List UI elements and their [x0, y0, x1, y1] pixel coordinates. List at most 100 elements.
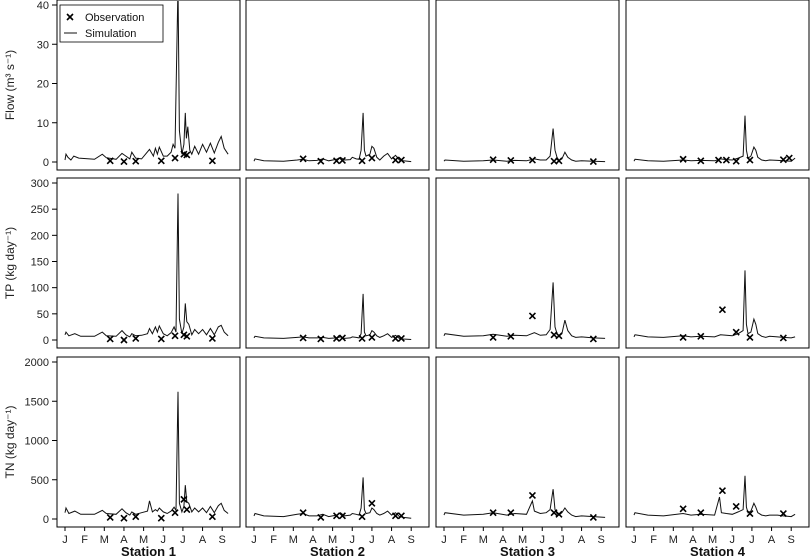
simulation-line-flow-1 — [64, 1, 229, 161]
observation-marker-flow-2-7 — [397, 156, 405, 164]
observation-marker-tn-2-3 — [338, 512, 346, 520]
panel-flow-2 — [253, 112, 412, 165]
y-axis-title-tn: TN (kg day⁻¹) — [3, 405, 17, 478]
x-tick-label-4-1: F — [650, 534, 657, 546]
x-tick-label-4-3: A — [689, 534, 697, 546]
observation-marker-tn-3-5 — [589, 513, 597, 521]
observation-marker-tp-2-1 — [317, 335, 325, 343]
y-tick-label-tn-0: 0 — [43, 514, 49, 526]
x-tick-label-1-2: M — [100, 534, 109, 546]
observation-marker-tn-2-1 — [317, 513, 325, 521]
x-tick-label-2-1: F — [270, 534, 277, 546]
observation-marker-flow-1-3 — [157, 157, 165, 165]
observation-marker-flow-4-5 — [746, 156, 754, 164]
observation-marker-tp-2-6 — [391, 334, 400, 342]
x-tick-label-3-8: S — [598, 534, 605, 546]
observation-marker-tp-4-5 — [779, 334, 787, 342]
panel-flow-4 — [633, 115, 796, 165]
y-tick-label-flow-0: 0 — [43, 157, 49, 169]
y-tick-label-tp-1: 50 — [37, 309, 49, 321]
x-tick-label-4-7: A — [768, 534, 776, 546]
simulation-line-flow-4 — [633, 115, 796, 162]
observation-marker-flow-2-6 — [391, 156, 400, 164]
simulation-line-tp-2 — [253, 293, 412, 340]
observation-marker-flow-4-1 — [697, 157, 705, 165]
panel-frame-flow-2 — [245, 0, 430, 171]
observation-marker-tn-4-4 — [746, 509, 754, 518]
x-tick-label-4-6: J — [749, 534, 755, 546]
observation-marker-flow-4-0 — [679, 155, 687, 163]
x-tick-label-1-4: M — [139, 534, 148, 546]
x-tick-label-2-3: A — [309, 534, 317, 546]
legend-box — [59, 4, 164, 43]
panel-frame-tn-1 — [56, 356, 241, 528]
observation-marker-tp-3-4 — [555, 332, 563, 340]
y-axis-title-tp: TP (kg day⁻¹) — [3, 227, 17, 299]
observation-marker-tn-4-1 — [697, 509, 705, 517]
y-tick-label-tn-3: 1500 — [25, 396, 49, 408]
y-axis-title-flow: Flow (m³ s⁻¹) — [3, 50, 17, 120]
observation-marker-flow-4-4 — [732, 157, 740, 165]
y-tick-label-tn-4: 2000 — [25, 357, 49, 369]
observation-marker-tp-3-0 — [489, 333, 497, 341]
observation-marker-tp-4-4 — [746, 333, 754, 341]
x-tick-label-3-4: M — [518, 534, 527, 546]
observation-marker-tp-1-6 — [183, 332, 191, 340]
observation-marker-flow-4-6 — [779, 156, 787, 164]
observation-marker-tn-3-3 — [550, 509, 558, 517]
panel-tp-2 — [253, 293, 412, 343]
observation-marker-tn-1-5 — [180, 495, 188, 503]
y-tick-label-tp-6: 300 — [31, 178, 49, 190]
y-tick-label-tn-1: 500 — [31, 475, 49, 487]
observation-marker-tn-4-2 — [718, 487, 726, 495]
observation-marker-flow-1-2 — [132, 157, 140, 165]
observation-marker-flow-4-2 — [714, 156, 723, 164]
observation-marker-tn-4-3 — [732, 502, 740, 511]
observation-marker-flow-4-7 — [785, 154, 793, 162]
observation-marker-tp-1-7 — [208, 334, 216, 342]
observation-marker-tp-4-2 — [718, 306, 726, 314]
x-tick-label-1-0: J — [62, 534, 68, 546]
legend-simulation-label: Simulation — [85, 28, 136, 40]
x-tick-label-2-0: J — [251, 534, 257, 546]
observation-marker-tn-1-4 — [171, 509, 179, 517]
panel-frame-tp-3 — [435, 177, 620, 349]
observation-marker-flow-3-2 — [528, 156, 536, 164]
panel-flow-3 — [443, 128, 606, 166]
x-tick-label-3-2: M — [479, 534, 488, 546]
station-label-3: Station 3 — [500, 544, 555, 559]
observation-marker-tn-1-6 — [183, 506, 191, 514]
y-tick-label-tp-3: 150 — [31, 257, 49, 269]
observation-marker-tp-1-4 — [171, 332, 179, 340]
x-tick-label-4-0: J — [631, 534, 637, 546]
observation-marker-tp-3-1 — [507, 332, 515, 340]
simulation-line-tn-4 — [633, 475, 796, 518]
x-tick-label-2-8: S — [408, 534, 415, 546]
x-tick-label-4-2: M — [669, 534, 678, 546]
legend: Observation Simulation — [59, 4, 164, 43]
x-tick-label-4-8: S — [788, 534, 795, 546]
x-tick-label-3-0: J — [441, 534, 447, 546]
station-label-2: Station 2 — [310, 544, 365, 559]
y-tick-label-tn-2: 1000 — [25, 436, 49, 448]
station-label-4: Station 4 — [690, 544, 746, 559]
observation-marker-tp-2-2 — [332, 334, 341, 342]
panel-frame-tp-2 — [245, 177, 430, 349]
simulation-line-tn-1 — [64, 391, 229, 516]
x-tick-label-2-2: M — [289, 534, 298, 546]
observation-marker-tn-1-3 — [157, 514, 165, 522]
observation-marker-flow-1-7 — [208, 157, 216, 165]
observation-marker-tn-2-6 — [391, 512, 400, 520]
panel-frame-tn-4 — [625, 356, 810, 528]
observation-marker-flow-2-4 — [358, 157, 366, 165]
x-tick-label-1-5: J — [161, 534, 167, 546]
observation-marker-tn-4-0 — [679, 505, 687, 513]
observation-marker-tn-2-0 — [299, 509, 307, 517]
x-tick-label-4-4: M — [708, 534, 717, 546]
y-tick-label-flow-1: 10 — [37, 118, 49, 130]
panel-frame-flow-4 — [625, 0, 810, 171]
observation-marker-flow-3-4 — [555, 157, 563, 165]
observation-marker-tp-2-3 — [338, 334, 346, 342]
y-tick-label-tp-0: 0 — [43, 335, 49, 347]
